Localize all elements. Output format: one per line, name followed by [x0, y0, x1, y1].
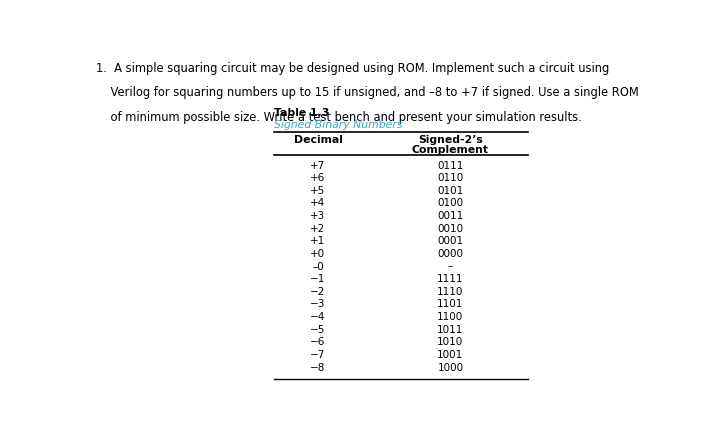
Text: −6: −6: [310, 337, 325, 347]
Text: 1001: 1001: [437, 350, 464, 360]
Text: 1110: 1110: [437, 287, 464, 297]
Text: 1.  A simple squaring circuit may be designed using ROM. Implement such a circui: 1. A simple squaring circuit may be desi…: [95, 62, 609, 75]
Text: +2: +2: [310, 224, 325, 234]
Text: Signed-2’s: Signed-2’s: [418, 135, 483, 145]
Text: of minimum possible size. Write a test bench and present your simulation results: of minimum possible size. Write a test b…: [95, 111, 582, 124]
Text: +7: +7: [310, 161, 325, 171]
Text: 1100: 1100: [437, 312, 464, 322]
Text: −8: −8: [310, 362, 325, 373]
Text: 0000: 0000: [437, 249, 464, 259]
Text: 0011: 0011: [437, 211, 464, 221]
Text: +0: +0: [310, 249, 325, 259]
Text: 1111: 1111: [437, 274, 464, 284]
Text: +3: +3: [310, 211, 325, 221]
Text: −7: −7: [310, 350, 325, 360]
Text: Verilog for squaring numbers up to 15 if unsigned, and –8 to +7 if signed. Use a: Verilog for squaring numbers up to 15 if…: [95, 86, 639, 99]
Text: +6: +6: [310, 173, 325, 183]
Text: Decimal: Decimal: [293, 135, 342, 145]
Text: −1: −1: [310, 274, 325, 284]
Text: −3: −3: [310, 299, 325, 310]
Text: Signed Binary Numbers: Signed Binary Numbers: [274, 120, 402, 130]
Text: 0010: 0010: [437, 224, 464, 234]
Text: −2: −2: [310, 287, 325, 297]
Text: 0101: 0101: [437, 186, 464, 196]
Text: 1010: 1010: [437, 337, 464, 347]
Text: +4: +4: [310, 198, 325, 209]
Text: −5: −5: [310, 325, 325, 334]
Text: 1000: 1000: [437, 362, 464, 373]
Text: +5: +5: [310, 186, 325, 196]
Text: 0110: 0110: [437, 173, 464, 183]
Text: 0001: 0001: [437, 236, 464, 246]
Text: −4: −4: [310, 312, 325, 322]
Text: 1011: 1011: [437, 325, 464, 334]
Text: 1101: 1101: [437, 299, 464, 310]
Text: 0111: 0111: [437, 161, 464, 171]
Text: +1: +1: [310, 236, 325, 246]
Text: 0100: 0100: [437, 198, 464, 209]
Text: Table 1.3: Table 1.3: [274, 108, 329, 118]
Text: –0: –0: [312, 261, 324, 272]
Text: –: –: [448, 261, 453, 272]
Text: Complement: Complement: [412, 145, 489, 155]
